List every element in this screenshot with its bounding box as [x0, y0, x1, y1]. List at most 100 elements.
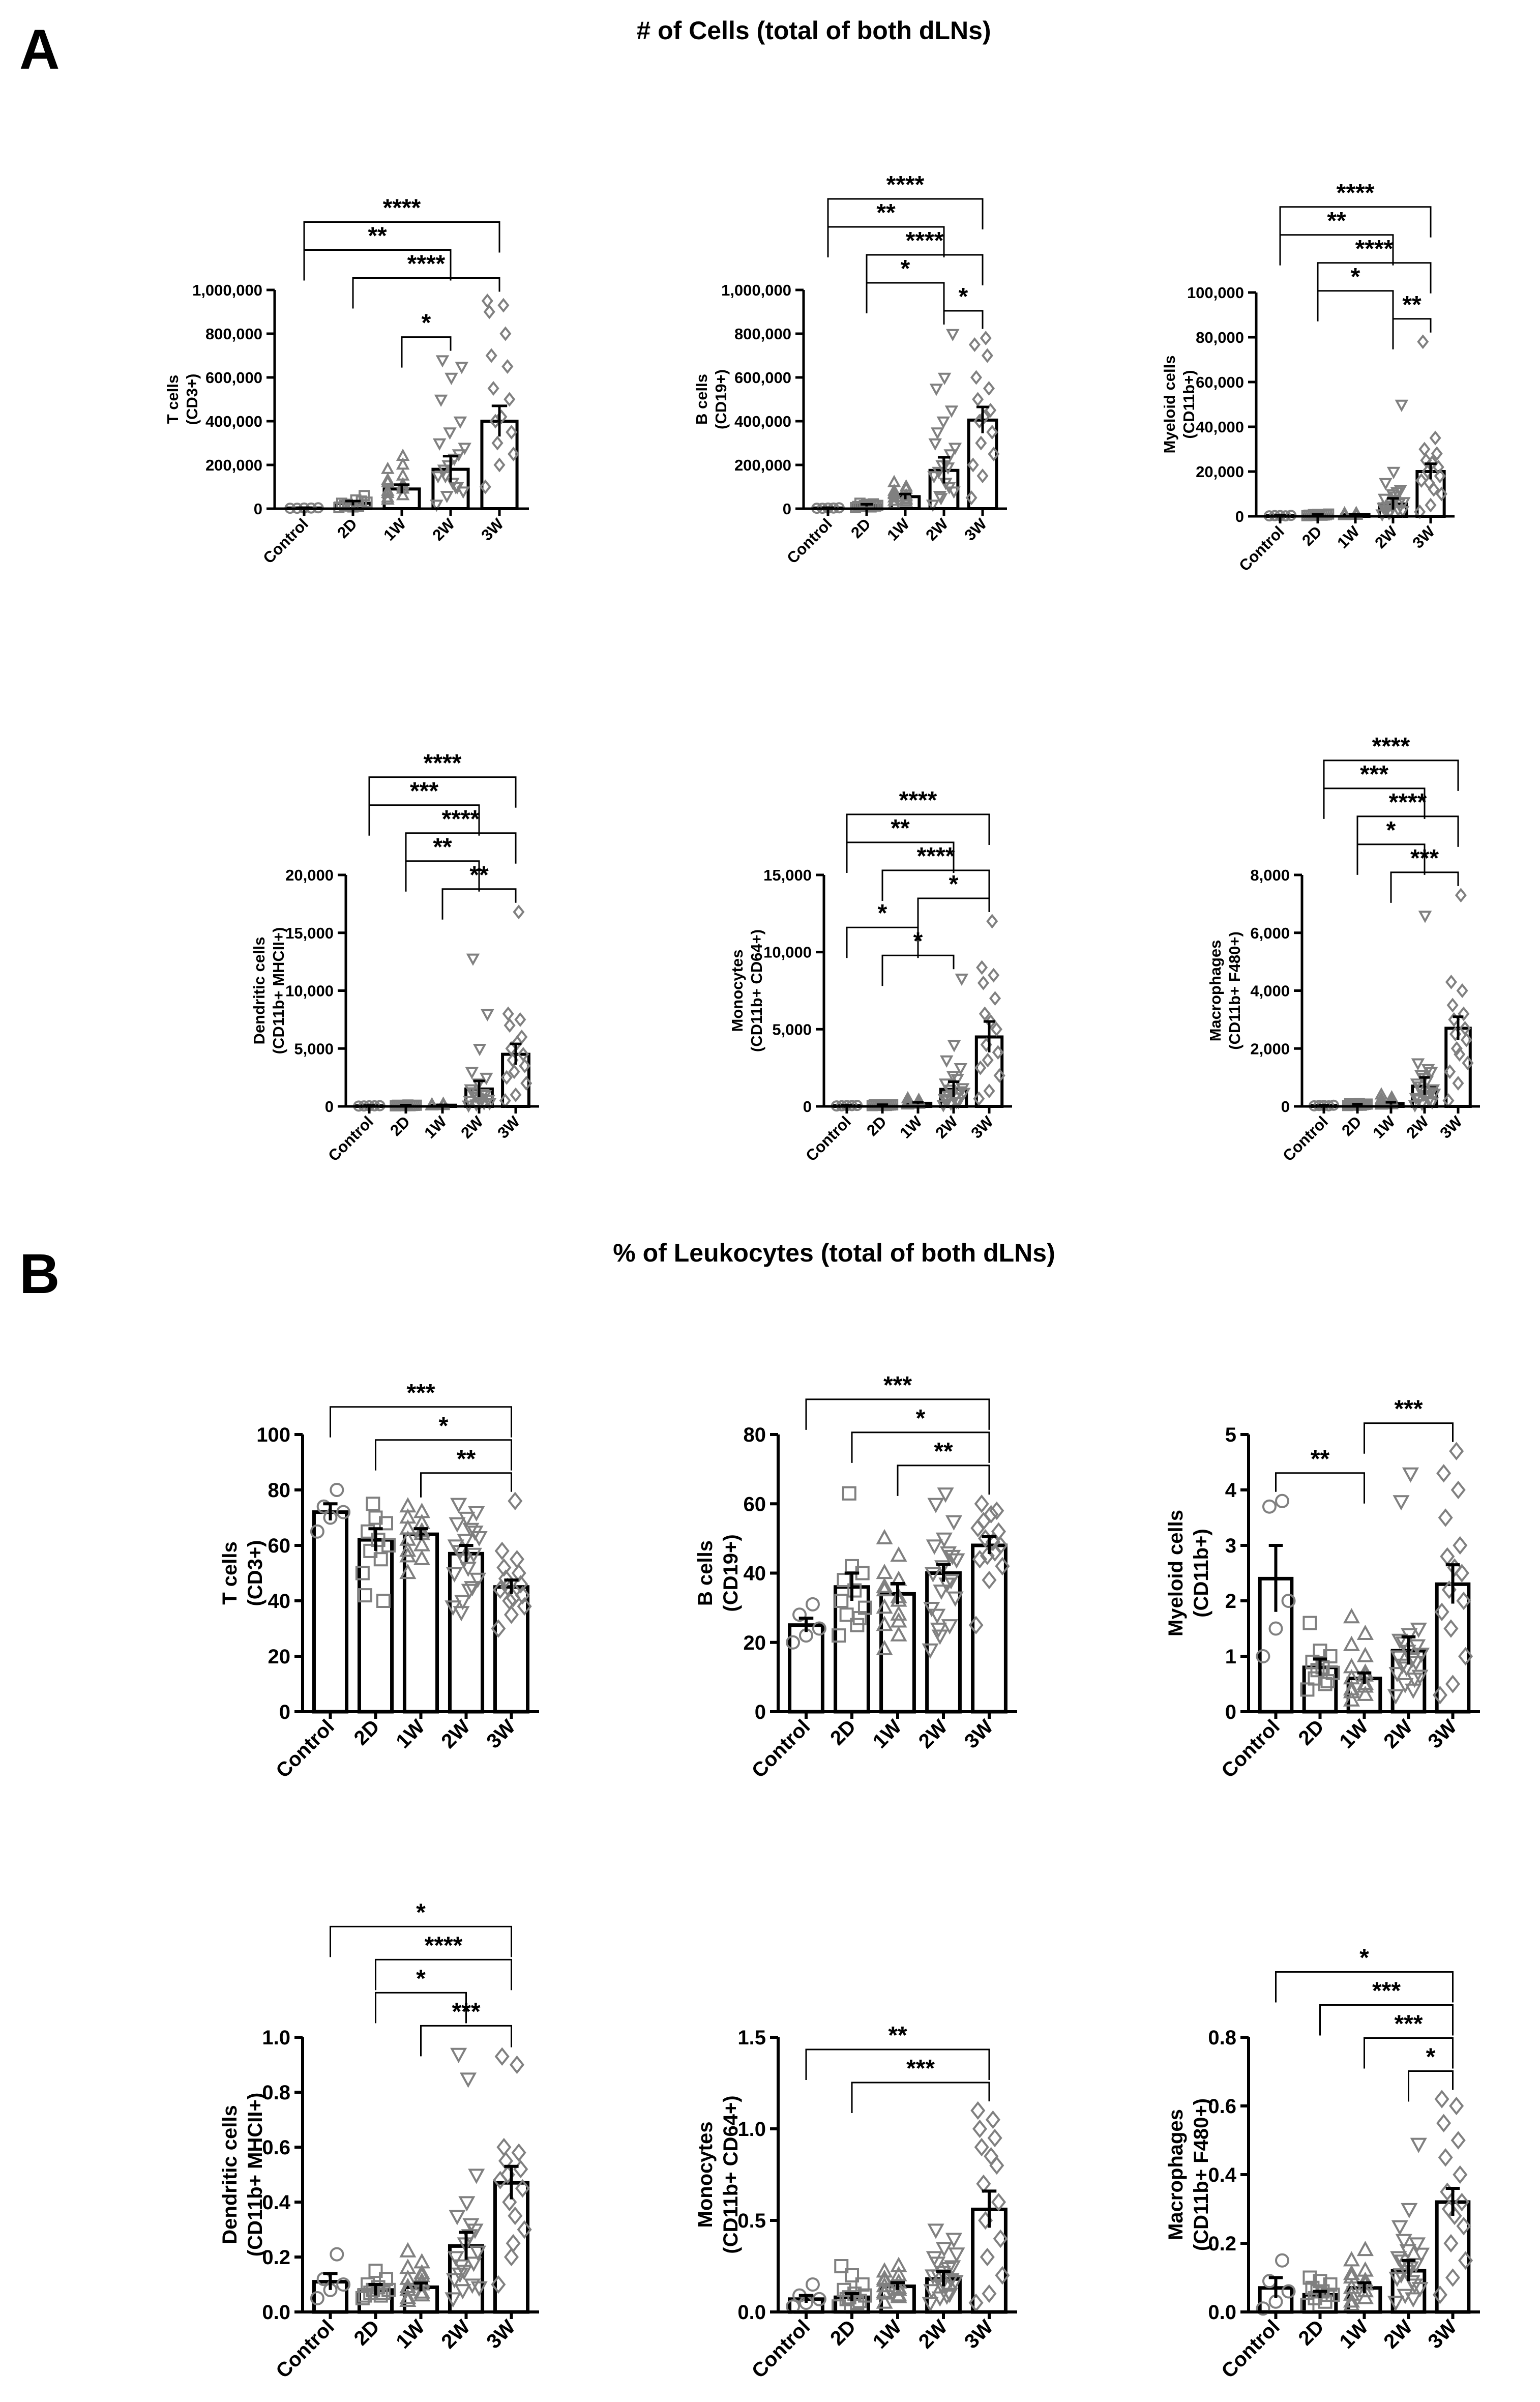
data-point	[990, 1021, 1002, 1037]
data-point	[496, 1558, 512, 1577]
data-point	[310, 1524, 324, 1539]
data-point	[805, 2277, 820, 2292]
significance-bracket	[866, 254, 984, 285]
data-point	[1414, 1070, 1428, 1082]
data-point	[479, 1072, 493, 1086]
x-tick-label: 2D	[847, 515, 874, 542]
x-tick-label: 2W	[429, 515, 458, 544]
data-point	[812, 2292, 826, 2306]
y-axis-label: Dendritic cells(CD11b+ MHCII+)	[250, 927, 287, 1054]
data-point	[1411, 1058, 1425, 1071]
data-point	[926, 1539, 943, 1555]
x-tick-label: 2W	[437, 2316, 475, 2353]
y-tick-label: 0.0	[737, 2301, 766, 2324]
data-point	[1450, 1480, 1466, 1500]
data-point	[1460, 1032, 1472, 1047]
data-point	[852, 1611, 867, 1626]
panel-b-letter: B	[19, 1243, 60, 1305]
data-point	[792, 1607, 807, 1622]
x-tick-label: 3W	[482, 2316, 520, 2353]
data-point	[834, 1594, 849, 1608]
y-tick-label: 60	[268, 1535, 291, 1557]
data-point	[454, 2284, 471, 2300]
x-tick-label: 1W	[1369, 1112, 1399, 1142]
data-point	[945, 1515, 963, 1531]
data-point	[887, 493, 901, 506]
data-point	[890, 1612, 907, 1628]
data-point	[1412, 1647, 1430, 1663]
data-point	[1407, 2258, 1425, 2274]
significance-bracket	[846, 926, 919, 958]
y-tick-label: 8,000	[1250, 866, 1290, 884]
data-point	[1436, 2114, 1452, 2132]
data-point	[845, 2268, 859, 2282]
data-point	[983, 1083, 995, 1099]
data-point	[933, 491, 947, 504]
data-point	[951, 1074, 964, 1087]
data-point	[972, 2119, 988, 2139]
significance-bracket	[805, 2048, 990, 2080]
significance-bracket	[846, 813, 990, 845]
data-point	[988, 447, 1000, 461]
significance-label: ****	[906, 227, 944, 254]
data-point	[993, 2229, 1008, 2248]
data-point	[852, 501, 864, 512]
data-point	[935, 2242, 953, 2258]
data-point	[453, 1606, 470, 1622]
data-point	[1399, 2244, 1416, 2260]
significance-bracket	[1364, 2037, 1454, 2069]
data-point	[1310, 1663, 1325, 1678]
data-point	[425, 1098, 439, 1110]
data-point	[1445, 2268, 1461, 2287]
y-tick-label: 80,000	[1196, 329, 1244, 346]
data-point	[937, 372, 952, 385]
significance-bracket	[1390, 871, 1459, 903]
data-point	[366, 1497, 380, 1511]
data-point	[381, 473, 395, 485]
y-axis-label: B cells(CD19+)	[693, 369, 730, 429]
y-tick-label: 0	[1235, 508, 1244, 525]
x-tick-label: 2D	[826, 1715, 860, 1749]
y-axis-label: Dendritic cells(CD11b+ MHCII+)	[219, 2093, 266, 2257]
data-point	[511, 2143, 526, 2162]
y-tick-label: 5,000	[294, 1040, 334, 1058]
y-tick-label: 40	[744, 1563, 766, 1585]
data-point	[492, 2171, 508, 2190]
data-point	[948, 1553, 965, 1569]
x-tick-label: 1W	[1335, 2316, 1373, 2353]
data-point	[396, 457, 410, 470]
data-point	[1281, 2284, 1296, 2299]
data-point	[361, 496, 373, 508]
x-tick-label: 3W	[1409, 522, 1438, 552]
data-point	[1452, 1076, 1464, 1091]
y-tick-label: 0.4	[262, 2191, 290, 2214]
data-point	[1395, 399, 1409, 412]
data-point	[491, 2275, 506, 2294]
data-point	[1445, 1675, 1461, 1693]
data-point	[517, 1047, 529, 1062]
data-point	[1419, 1091, 1433, 1104]
data-point	[945, 2233, 963, 2248]
data-point	[491, 435, 504, 451]
y-axis-label-line: (CD11b+ MHCII+)	[244, 2093, 266, 2257]
data-point	[1453, 1536, 1468, 1555]
y-axis-label-line: (CD3+)	[183, 374, 201, 425]
significance-bracket	[405, 860, 480, 892]
data-point	[465, 2257, 482, 2272]
data-point	[509, 1550, 525, 1569]
y-tick-label: 15,000	[285, 924, 334, 942]
data-point	[876, 2262, 893, 2278]
y-tick-label: 0	[755, 1701, 766, 1723]
significance-bracket	[303, 249, 452, 281]
data-point	[497, 298, 510, 313]
significance-label: ***	[1394, 2011, 1423, 2038]
data-point	[430, 500, 443, 512]
y-tick-label: 5,000	[772, 1020, 812, 1038]
data-point	[939, 1546, 957, 1562]
significance-bracket	[917, 897, 990, 929]
data-point	[887, 487, 901, 500]
data-point	[1390, 1650, 1407, 1666]
data-point	[805, 1597, 820, 1612]
significance-bracket	[846, 841, 955, 873]
y-axis-label: Macrophages(CD11b+ F480+)	[1165, 2098, 1212, 2251]
